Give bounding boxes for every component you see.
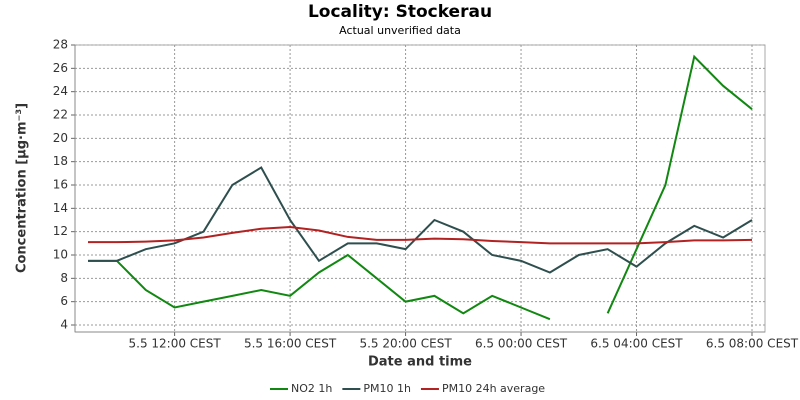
x-tick-label: 6.5 08:00 CEST [706, 337, 799, 351]
y-tick-label: 14 [53, 201, 68, 215]
x-tick-label: 6.5 04:00 CEST [590, 337, 683, 351]
legend-label: NO2 1h [291, 382, 332, 395]
y-tick-label: 8 [60, 271, 68, 285]
chart-title: Locality: Stockerau [308, 2, 492, 22]
y-axis-label: Concentration [µg·m⁻³] [15, 103, 30, 273]
series-line [88, 166, 753, 274]
chart-subtitle: Actual unverified data [339, 24, 461, 37]
y-tick-label: 6 [60, 294, 68, 308]
x-tick-label: 6.5 00:00 CEST [475, 337, 568, 351]
y-tick-label: 28 [53, 38, 68, 52]
series-line [88, 225, 753, 245]
y-tick-label: 12 [53, 224, 68, 238]
x-axis-label: Date and time [368, 355, 472, 370]
series-line [88, 54, 753, 321]
x-tick-label: 5.5 12:00 CEST [129, 337, 222, 351]
y-tick-label: 22 [53, 108, 68, 122]
legend-label: PM10 1h [363, 382, 411, 395]
y-tick-label: 4 [60, 318, 68, 332]
y-tick-label: 10 [53, 248, 68, 262]
y-tick-label: 20 [53, 131, 68, 145]
y-tick-label: 24 [53, 84, 68, 98]
x-tick-label: 5.5 16:00 CEST [244, 337, 337, 351]
y-tick-label: 26 [53, 61, 68, 75]
legend-label: PM10 24h average [442, 382, 545, 395]
x-tick-label: 5.5 20:00 CEST [359, 337, 452, 351]
y-tick-label: 16 [53, 178, 68, 192]
y-tick-label: 18 [53, 154, 68, 168]
plot-area [74, 44, 766, 333]
